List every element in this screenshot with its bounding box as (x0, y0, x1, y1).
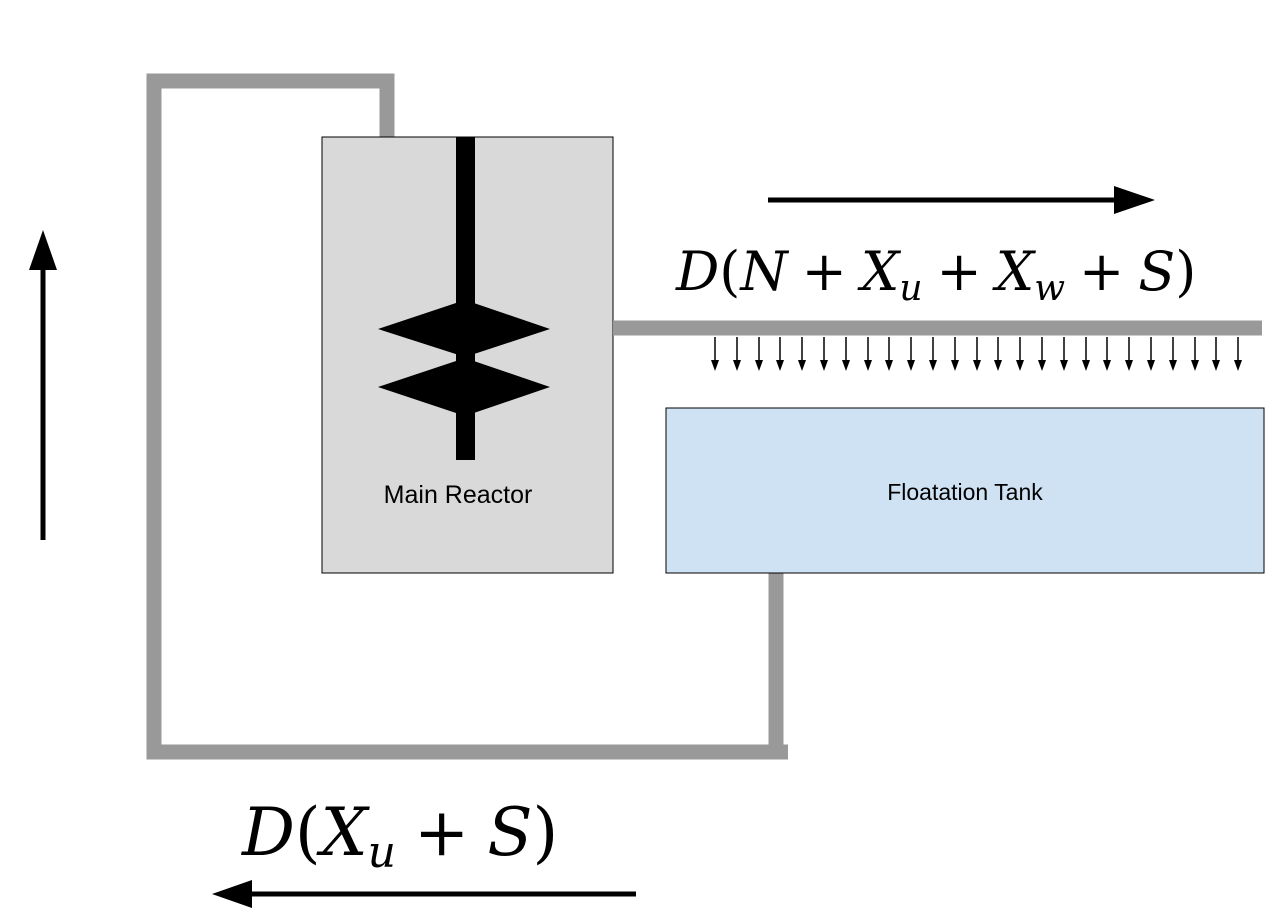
spray-arrow-icon (733, 337, 741, 371)
spray-arrow-icon (907, 337, 915, 371)
spray-arrow-icon (842, 337, 850, 371)
upward-flow-arrow-icon (29, 230, 57, 540)
forward-flow-arrow-icon (768, 186, 1155, 214)
spray-arrow-icon (864, 337, 872, 371)
spray-arrow-icon (1103, 337, 1111, 371)
tank-label: Floatation Tank (887, 479, 1043, 505)
spray-arrow-icon (973, 337, 981, 371)
spray-arrow-icon (798, 337, 806, 371)
spray-arrow-icon (755, 337, 763, 371)
spray-arrow-icon (1038, 337, 1046, 371)
recycle-flow-arrow-icon (212, 880, 636, 908)
spray-arrow-icon (929, 337, 937, 371)
spray-arrow-icon (1060, 337, 1068, 371)
floatation-tank (665, 407, 1265, 574)
spray-arrow-icon (994, 337, 1002, 371)
spray-arrow-icon (1191, 337, 1199, 371)
reactor-label: Main Reactor (384, 481, 533, 509)
spray-arrow-icon (1082, 337, 1090, 371)
spray-arrow-icon (1169, 337, 1177, 371)
spray-arrow-icon (820, 337, 828, 371)
forward-flow-formula: D(N + Xu + Xw + S) (675, 240, 1196, 309)
spray-arrow-icon (1212, 337, 1220, 371)
impeller-icon (378, 137, 550, 460)
spray-arrow-icon (951, 337, 959, 371)
recycle-flow-formula: D(Xu + S) (241, 794, 558, 878)
spray-arrow-icon (1234, 337, 1242, 371)
spray-arrow-icon (885, 337, 893, 371)
spray-arrow-icon (1147, 337, 1155, 371)
spray-arrow-icon (1016, 337, 1024, 371)
spray-arrow-icon (1125, 337, 1133, 371)
spray-arrow-icon (711, 337, 719, 371)
spray-arrow-icon (776, 337, 784, 371)
spray-arrows (711, 337, 1242, 371)
recycle-pipe (146, 73, 788, 760)
